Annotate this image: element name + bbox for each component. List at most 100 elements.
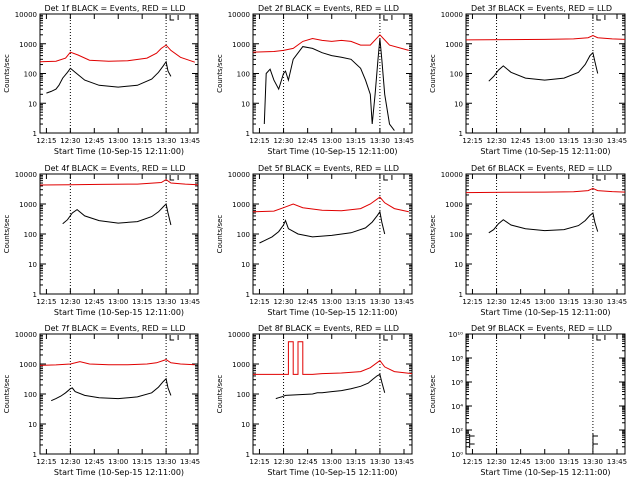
events-series-line bbox=[488, 51, 599, 82]
x-tick-label: 13:45 bbox=[394, 137, 414, 145]
y-tick-label: 1000 bbox=[232, 41, 250, 49]
x-tick-label: 13:15 bbox=[132, 458, 152, 466]
x-tick-label: 12:15 bbox=[249, 137, 269, 145]
x-tick-label: 12:15 bbox=[462, 137, 482, 145]
chart-title: Det 8f BLACK = Events, RED = LLD bbox=[258, 324, 399, 333]
y-axis-label: Counts/sec bbox=[429, 215, 437, 254]
x-tick-label: 13:00 bbox=[322, 137, 342, 145]
y-tick-label: 10⁶ bbox=[451, 379, 463, 387]
x-tick-label: 12:15 bbox=[249, 298, 269, 306]
y-tick-label: 10² bbox=[451, 427, 463, 435]
y-axis-label: Counts/sec bbox=[3, 375, 11, 414]
x-tick-label: 12:30 bbox=[273, 137, 293, 145]
chart-title: Det 7f BLACK = Events, RED = LLD bbox=[44, 324, 185, 333]
interval-marker bbox=[596, 15, 601, 21]
y-tick-label: 1000 bbox=[445, 201, 463, 209]
y-tick-label: 10000 bbox=[15, 331, 37, 339]
y-tick-label: 10⁰ bbox=[451, 451, 463, 459]
plot-frame bbox=[39, 13, 199, 134]
interval-marker bbox=[383, 335, 388, 341]
events-series-line bbox=[263, 38, 395, 131]
chart-panel: Det 6f BLACK = Events, RED = LLD Counts/s… bbox=[429, 164, 627, 317]
x-tick-label: 12:15 bbox=[462, 458, 482, 466]
chart-panel: Det 3f BLACK = Events, RED = LLD Counts/s… bbox=[429, 4, 627, 156]
events-series-line bbox=[259, 210, 386, 244]
x-tick-label: 13:45 bbox=[607, 137, 627, 145]
x-tick-label: 13:00 bbox=[322, 458, 342, 466]
lld-series-line bbox=[465, 34, 626, 41]
x-tick-label: 13:30 bbox=[583, 137, 603, 145]
chart-title: Det 9f BLACK = Events, RED = LLD bbox=[471, 324, 612, 333]
y-tick-label: 10000 bbox=[441, 171, 463, 179]
x-tick-label: 12:45 bbox=[298, 137, 318, 145]
chart-panel: Det 1f BLACK = Events, RED = LLD Counts/s… bbox=[3, 4, 200, 156]
y-tick-label: 10⁸ bbox=[451, 355, 463, 363]
x-tick-label: 13:00 bbox=[535, 298, 555, 306]
x-tick-label: 13:30 bbox=[370, 298, 390, 306]
y-tick-label: 1 bbox=[246, 291, 250, 299]
x-tick-label: 13:15 bbox=[346, 458, 366, 466]
y-tick-label: 1000 bbox=[232, 361, 250, 369]
lld-series-line bbox=[39, 359, 195, 366]
x-tick-label: 13:45 bbox=[180, 298, 200, 306]
x-tick-label: 12:45 bbox=[84, 298, 104, 306]
lld-series-line bbox=[39, 179, 199, 186]
chart-title: Det 2f BLACK = Events, RED = LLD bbox=[258, 4, 399, 13]
interval-marker bbox=[169, 15, 175, 21]
x-tick-label: 13:15 bbox=[132, 137, 152, 145]
lld-series-line bbox=[253, 341, 413, 375]
y-tick-label: 100 bbox=[450, 71, 463, 79]
lld-series-line bbox=[252, 34, 409, 53]
y-tick-label: 10000 bbox=[228, 331, 250, 339]
x-tick-label: 13:00 bbox=[108, 458, 128, 466]
x-axis-label: Start Time (10-Sep-15 12:11:00) bbox=[54, 468, 184, 477]
x-tick-label: 13:45 bbox=[180, 458, 200, 466]
y-tick-label: 10 bbox=[241, 261, 250, 269]
y-tick-label: 1000 bbox=[445, 41, 463, 49]
chart-title: Det 3f BLACK = Events, RED = LLD bbox=[471, 4, 612, 13]
x-tick-label: 13:30 bbox=[156, 458, 176, 466]
x-tick-label: 12:30 bbox=[486, 137, 506, 145]
y-axis-label: Counts/sec bbox=[3, 215, 11, 254]
x-tick-label: 13:00 bbox=[535, 137, 555, 145]
y-tick-label: 1 bbox=[459, 130, 463, 138]
x-axis-label: Start Time (10-Sep-15 12:11:00) bbox=[54, 147, 184, 156]
plot-frame bbox=[465, 13, 626, 134]
y-tick-label: 1000 bbox=[19, 41, 37, 49]
y-tick-label: 10000 bbox=[228, 11, 250, 19]
x-tick-label: 12:30 bbox=[486, 458, 506, 466]
y-tick-label: 10000 bbox=[228, 171, 250, 179]
y-tick-label: 10 bbox=[454, 261, 463, 269]
lld-series-line bbox=[465, 187, 626, 194]
y-axis-label: Counts/sec bbox=[216, 54, 224, 93]
chart-title: Det 1f BLACK = Events, RED = LLD bbox=[44, 4, 185, 13]
x-tick-label: 12:30 bbox=[486, 298, 506, 306]
plot-frame bbox=[252, 173, 413, 295]
x-tick-label: 13:15 bbox=[346, 298, 366, 306]
y-axis-label: Counts/sec bbox=[216, 215, 224, 254]
x-tick-label: 12:45 bbox=[298, 458, 318, 466]
x-tick-label: 13:15 bbox=[559, 137, 579, 145]
y-tick-label: 1 bbox=[459, 291, 463, 299]
chart-panel: Det 5f BLACK = Events, RED = LLD Counts/s… bbox=[216, 164, 414, 317]
y-tick-label: 100 bbox=[24, 391, 37, 399]
x-tick-label: 13:45 bbox=[394, 298, 414, 306]
x-tick-label: 13:15 bbox=[346, 137, 366, 145]
y-tick-label: 10¹⁰ bbox=[448, 331, 463, 339]
x-tick-label: 12:15 bbox=[462, 298, 482, 306]
x-axis-label: Start Time (10-Sep-15 12:11:00) bbox=[480, 308, 610, 317]
y-tick-label: 1 bbox=[33, 291, 37, 299]
chart-panel: Det 9f BLACK = Events, RED = LLD Counts/s… bbox=[429, 324, 627, 477]
y-tick-label: 10 bbox=[28, 261, 37, 269]
y-tick-label: 10 bbox=[28, 421, 37, 429]
x-tick-label: 12:30 bbox=[60, 137, 80, 145]
x-tick-label: 13:30 bbox=[370, 458, 390, 466]
plot-frame bbox=[465, 333, 626, 455]
x-tick-label: 13:00 bbox=[322, 298, 342, 306]
x-tick-label: 13:30 bbox=[156, 298, 176, 306]
x-tick-label: 12:45 bbox=[298, 298, 318, 306]
y-tick-label: 10⁴ bbox=[451, 403, 463, 411]
plot-frame bbox=[252, 333, 413, 455]
y-tick-label: 1000 bbox=[232, 201, 250, 209]
